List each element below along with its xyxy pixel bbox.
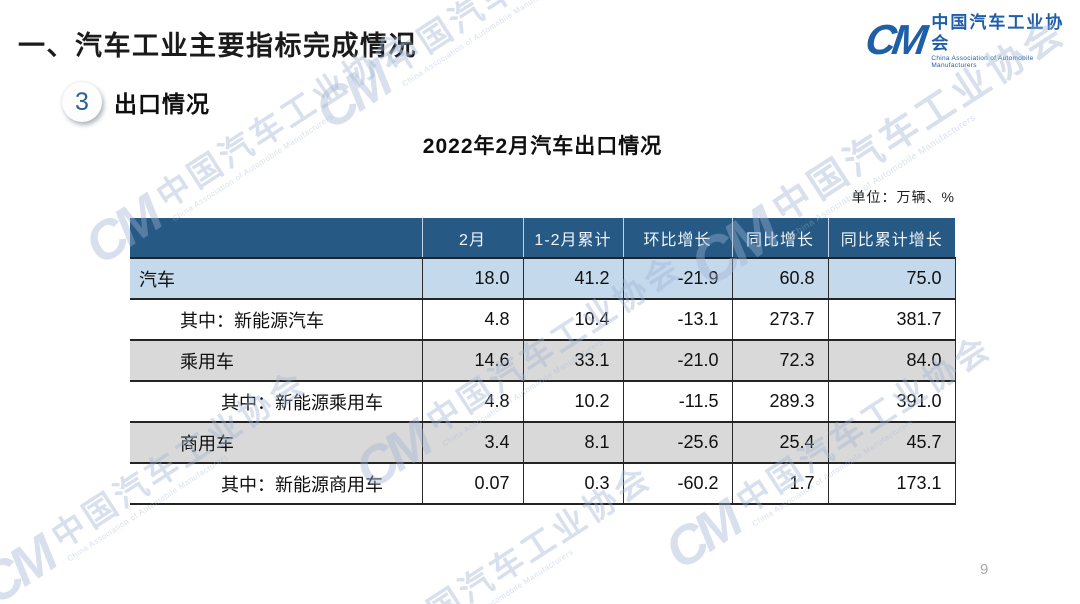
watermark-monogram-icon: CM — [654, 490, 750, 582]
watermark-text: 中国汽车工业协会 — [380, 0, 649, 81]
row-label-cell: 其中：新能源汽车 — [130, 299, 422, 341]
row-label-cell: 乘用车 — [130, 340, 422, 382]
cma-monogram-icon: CM — [862, 16, 927, 64]
watermark-monogram-icon: CM — [304, 50, 400, 142]
data-cell: 173.1 — [827, 463, 956, 505]
data-cell: 84.0 — [827, 340, 956, 382]
data-cell: 10.2 — [522, 381, 623, 423]
row-label-cell: 汽车 — [130, 258, 422, 300]
watermark-subtext: China Association of Automobile Manufact… — [400, 0, 565, 89]
column-header: 1-2月累计 — [522, 218, 623, 259]
row-label-cell: 商用车 — [130, 422, 422, 464]
page-title: 一、汽车工业主要指标完成情况 — [18, 31, 417, 61]
table-row: 乘用车 14.6 33.1 -21.0 72.3 84.0 — [130, 340, 956, 382]
logo-name-cn: 中国汽车工业协会 — [931, 13, 1065, 54]
data-cell: 3.4 — [421, 422, 523, 464]
column-header: 环比增长 — [622, 218, 732, 259]
data-cell: 289.3 — [731, 381, 828, 423]
data-cell: 4.8 — [421, 299, 523, 341]
data-cell: 41.2 — [522, 258, 623, 300]
table-header-row: 2月 1-2月累计 环比增长 同比增长 同比累计增长 — [130, 218, 955, 259]
table-row: 其中：新能源商用车 0.07 0.3 -60.2 1.7 173.1 — [130, 463, 956, 505]
page-number: 9 — [980, 561, 989, 578]
data-cell: 75.0 — [827, 258, 956, 300]
data-cell: 0.3 — [522, 463, 623, 505]
data-cell: 60.8 — [731, 258, 828, 300]
data-cell: -21.9 — [622, 258, 732, 300]
data-cell: -21.0 — [622, 340, 732, 382]
column-header: 同比累计增长 — [827, 218, 955, 259]
data-cell: 14.6 — [421, 340, 523, 382]
column-header: 同比增长 — [731, 218, 828, 259]
data-cell: 10.4 — [522, 299, 623, 341]
data-cell: 381.7 — [827, 299, 956, 341]
table-row: 其中：新能源汽车 4.8 10.4 -13.1 273.7 381.7 — [130, 299, 956, 341]
logo-name-en: China Association of Automobile Manufact… — [931, 54, 1034, 69]
table-title: 2022年2月汽车出口情况 — [422, 135, 663, 158]
table-row: 汽车 18.0 41.2 -21.9 60.8 75.0 — [130, 258, 956, 300]
table-row: 商用车 3.4 8.1 -25.6 25.4 45.7 — [130, 422, 956, 464]
cma-logo: CM 中国汽车工业协会 China Association of Automob… — [862, 12, 1080, 69]
section-heading: 3 出口情况 — [62, 82, 210, 122]
data-cell: 1.7 — [731, 463, 828, 505]
data-cell: 8.1 — [522, 422, 623, 464]
column-header: 2月 — [421, 218, 523, 259]
data-cell: 391.0 — [827, 381, 956, 423]
unit-label: 单位：万辆、% — [851, 189, 955, 205]
section-number-badge: 3 — [62, 82, 102, 122]
data-cell: -60.2 — [622, 463, 732, 505]
data-cell: -25.6 — [622, 422, 732, 464]
column-header — [130, 218, 422, 259]
data-cell: 45.7 — [827, 422, 956, 464]
watermark-subtext: China Association of Automobile Manufact… — [410, 547, 575, 604]
row-label-cell: 其中：新能源乘用车 — [130, 381, 422, 423]
section-title: 出口情况 — [114, 91, 210, 117]
row-label-cell: 其中：新能源商用车 — [130, 463, 422, 505]
data-cell: 4.8 — [421, 381, 523, 423]
data-cell: -13.1 — [622, 299, 732, 341]
watermark-monogram-icon: CM — [0, 525, 65, 604]
export-data-table: 2月 1-2月累计 环比增长 同比增长 同比累计增长 汽车 18.0 41.2 … — [130, 218, 956, 505]
data-cell: 0.07 — [421, 463, 523, 505]
data-cell: 33.1 — [522, 340, 623, 382]
data-cell: 72.3 — [731, 340, 828, 382]
table-row: 其中：新能源乘用车 4.8 10.2 -11.5 289.3 391.0 — [130, 381, 956, 423]
data-cell: 18.0 — [421, 258, 523, 300]
data-cell: 25.4 — [731, 422, 828, 464]
data-cell: 273.7 — [731, 299, 828, 341]
data-cell: -11.5 — [622, 381, 732, 423]
